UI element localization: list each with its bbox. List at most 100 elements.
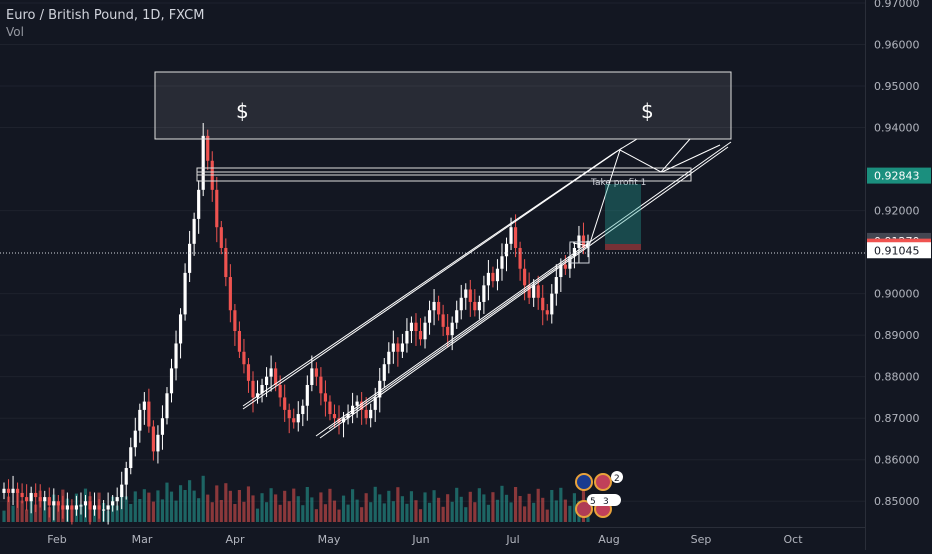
candle-body: [423, 322, 427, 340]
volume-bar: [518, 496, 522, 522]
candle-body: [97, 505, 101, 510]
volume-bar: [305, 487, 309, 522]
volume-bar: [251, 495, 255, 522]
price-badge-label: 0.91045: [874, 244, 920, 257]
price-badge-label: 0.92843: [874, 170, 920, 183]
volume-bar: [323, 504, 328, 522]
candle-body: [115, 497, 119, 502]
volume-bar: [441, 506, 445, 522]
eu-flag-icon[interactable]: [575, 473, 593, 491]
volume-bar: [188, 480, 192, 522]
candle-body: [83, 501, 88, 506]
volume-bar: [310, 497, 314, 522]
volume-bar: [246, 486, 251, 522]
candle-body: [418, 331, 423, 340]
candle-body: [287, 409, 291, 419]
volume-bar: [464, 507, 468, 522]
candle-body: [545, 310, 549, 315]
candle-body: [2, 488, 6, 493]
price-tick-label: 0.89000: [874, 329, 920, 342]
candle-body: [224, 247, 228, 278]
candle-body: [52, 501, 56, 506]
candle-body: [310, 368, 314, 385]
chart-title[interactable]: Euro / British Pound, 1D, FXCM: [6, 8, 205, 23]
candle-body: [70, 505, 74, 510]
candle-body: [106, 505, 110, 510]
candle-body: [314, 368, 318, 377]
price-axis[interactable]: 0.97000 0.96000 0.95000 0.94000 0.92000 0.900…: [865, 0, 932, 550]
candle-body: [328, 401, 332, 415]
candle-body: [341, 418, 346, 423]
volume-bar: [332, 500, 337, 522]
volume-bar: [269, 488, 273, 522]
candle-body: [47, 497, 51, 506]
volume-legend[interactable]: Vol: [6, 25, 24, 39]
resistance-zone[interactable]: Take profit 1: [196, 167, 692, 188]
volume-bar: [491, 492, 495, 522]
event-count-label-a: 5: [590, 497, 596, 507]
candle-body: [541, 297, 545, 311]
volume-bar: [201, 475, 205, 522]
candle-body: [264, 376, 269, 385]
volume-bar: [43, 499, 47, 522]
volume-bar: [314, 509, 318, 522]
candle-body: [160, 418, 165, 435]
candle-body: [559, 264, 563, 278]
candle-body: [450, 322, 454, 336]
event-count-bubble[interactable]: [611, 471, 623, 483]
eu-flag-icon[interactable]: [575, 500, 593, 518]
volume-bar: [255, 508, 260, 522]
supply-zone[interactable]: $ $: [154, 71, 732, 140]
candle-body: [56, 501, 60, 506]
price-tick-label: 0.86000: [874, 454, 920, 467]
price-tick-label: 0.85000: [874, 495, 920, 508]
volume-bar: [337, 509, 341, 522]
volume-bar: [260, 493, 264, 522]
volume-bar: [341, 495, 346, 522]
volume-bar: [292, 488, 296, 522]
price-tick-label: 0.90000: [874, 288, 920, 301]
volume-bar: [559, 487, 563, 522]
uk-flag-icon[interactable]: [594, 473, 612, 491]
candle-body: [382, 364, 386, 381]
volume-bar: [541, 497, 545, 522]
candle-body: [446, 326, 450, 336]
candle-body: [554, 277, 558, 294]
volume-bar: [450, 501, 454, 522]
volume-bar: [351, 489, 355, 522]
volume-bar: [219, 500, 223, 522]
candle-body: [228, 277, 232, 311]
volume-bar: [355, 499, 359, 522]
volume-bar: [174, 500, 178, 522]
volume-bar: [147, 492, 151, 522]
rising-channel[interactable]: [242, 141, 732, 439]
time-tick-label: Feb: [47, 533, 66, 546]
volume-bar: [56, 503, 60, 522]
time-tick-label: Mar: [132, 533, 153, 546]
volume-bar: [34, 504, 38, 522]
volume-bar: [405, 503, 409, 522]
volume-bar: [360, 507, 364, 522]
candle-body: [34, 492, 38, 498]
volume-bar: [237, 490, 241, 522]
candle-body: [151, 426, 155, 452]
volume-bar: [513, 487, 518, 522]
volume-bar: [504, 494, 509, 522]
long-position-tool[interactable]: [569, 184, 641, 264]
candle-body: [491, 272, 495, 282]
volume-bar: [206, 494, 210, 522]
time-axis[interactable]: Feb Mar Apr May Jun Jul Aug Sep Oct: [0, 527, 866, 550]
volume-bar: [563, 499, 567, 522]
volume-bar: [242, 501, 246, 522]
volume-bar: [414, 500, 418, 522]
event-count-pill[interactable]: [587, 494, 621, 506]
event-badges[interactable]: 2 5 3: [575, 471, 623, 518]
projection-path[interactable]: [572, 138, 721, 247]
time-tick-label: Oct: [783, 533, 803, 546]
volume-bar: [427, 502, 432, 522]
candle-body: [274, 368, 278, 385]
candle-body: [192, 218, 196, 244]
candle-body: [233, 310, 237, 332]
